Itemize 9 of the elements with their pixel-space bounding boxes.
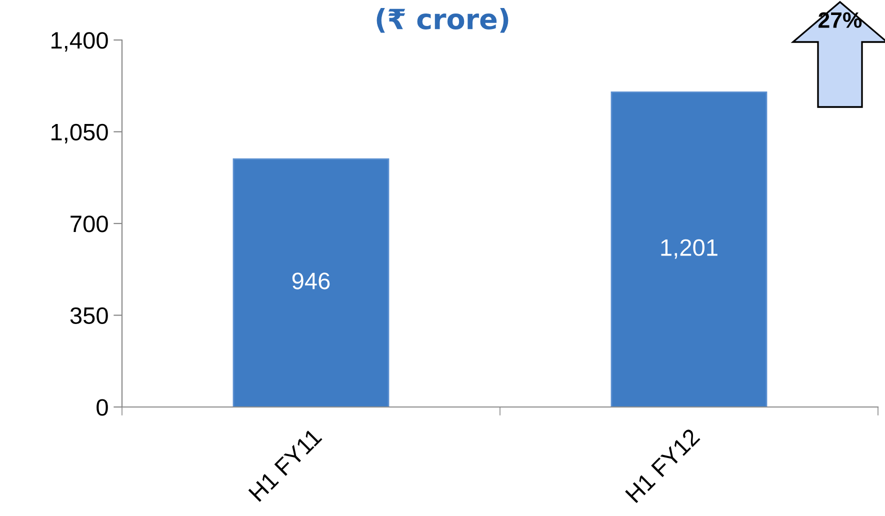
y-tick-label: 700 <box>70 216 108 232</box>
y-tick-label: 350 <box>70 307 108 324</box>
y-tick-label: 1,050 <box>52 124 108 144</box>
chart-title: (₹ crore) <box>376 8 508 33</box>
data-label: 1,201 <box>661 239 718 259</box>
y-tick-label: 1,400 <box>52 32 108 52</box>
text: 27% <box>818 12 862 28</box>
y-tick-label: 0 <box>96 399 108 416</box>
data-label: 946 <box>292 272 330 290</box>
